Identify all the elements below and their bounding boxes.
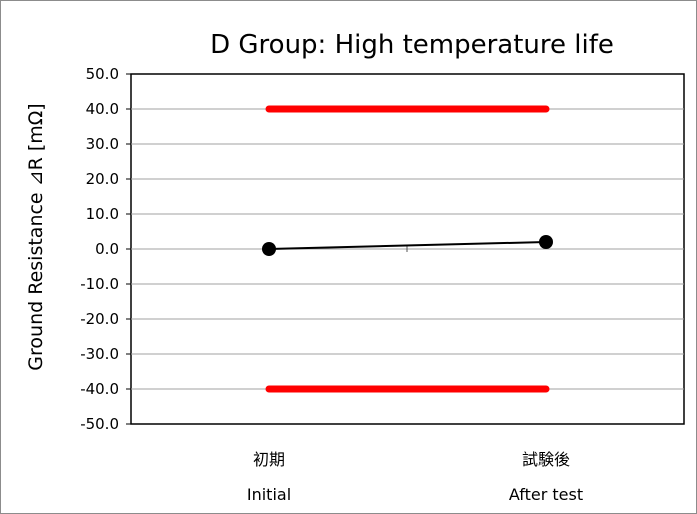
- y-tick-labels: 50.0 40.0 30.0 20.0 10.0 0.0 -10.0 -20.0 -30.0 -4…: [80, 65, 119, 433]
- limit-lines: [265, 105, 550, 393]
- y-tick-label: -20.0: [80, 310, 119, 328]
- y-axis-label: Ground Resistance ⊿R [mΩ]: [25, 103, 47, 370]
- x-tick-sublabel: After test: [509, 485, 583, 504]
- series-line: [268, 241, 547, 250]
- y-tick-label: -50.0: [80, 415, 119, 433]
- y-tick-label: -30.0: [80, 345, 119, 363]
- x-tick-sublabel: Initial: [247, 485, 291, 504]
- x-tick-label: 初期: [253, 450, 285, 469]
- y-tick-label: 10.0: [86, 205, 119, 223]
- x-tick-labels: 初期 Initial 試験後 After test: [247, 450, 583, 504]
- data-point: [262, 242, 276, 256]
- y-tick-label: 0.0: [95, 240, 119, 258]
- chart-title: D Group: High temperature life: [210, 30, 614, 60]
- y-tick-label: 20.0: [86, 170, 119, 188]
- data-point: [539, 235, 553, 249]
- y-tick-label: 50.0: [86, 65, 119, 83]
- y-tick-label: 40.0: [86, 100, 119, 118]
- y-tick-label: 30.0: [86, 135, 119, 153]
- x-tick-label: 試験後: [522, 450, 570, 469]
- series-layer: [262, 235, 553, 256]
- y-tick-label: -40.0: [80, 380, 119, 398]
- y-tick-label: -10.0: [80, 275, 119, 293]
